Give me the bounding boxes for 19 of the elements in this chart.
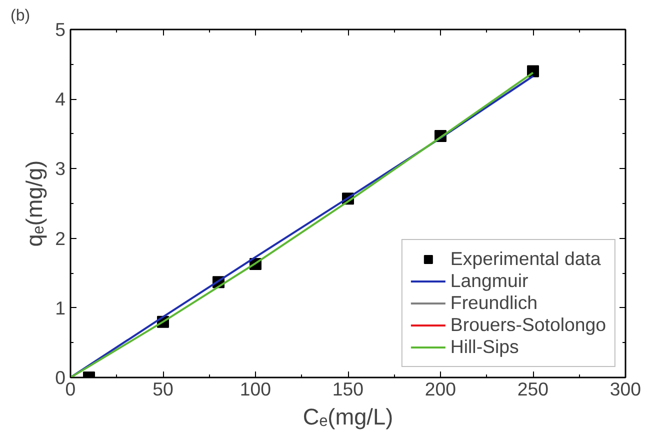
y-tick-label: 4 (55, 88, 66, 110)
y-tick-label: 3 (55, 158, 66, 180)
legend-label: Freundlich (450, 292, 538, 314)
legend-label: Langmuir (450, 270, 528, 292)
legend-label: Brouers-Sotolongo (450, 314, 606, 336)
chart-title: (b) (10, 8, 30, 24)
legend-label: Experimental data (450, 248, 601, 270)
y-axis-title: qₑ(mg/g) (21, 160, 48, 247)
x-tick-label: 300 (610, 378, 642, 400)
y-tick-label: 5 (55, 19, 66, 40)
x-tick-label: 100 (240, 378, 272, 400)
y-tick-label: 2 (55, 228, 66, 249)
x-tick-label: 200 (424, 378, 456, 400)
x-tick-label: 250 (517, 378, 549, 400)
y-tick-label: 1 (55, 297, 66, 318)
x-tick-label: 50 (152, 378, 174, 400)
legend-label: Hill-Sips (450, 336, 519, 358)
x-tick-label: 150 (332, 378, 364, 400)
x-axis-title: Cₑ(mg/L) (302, 404, 394, 430)
